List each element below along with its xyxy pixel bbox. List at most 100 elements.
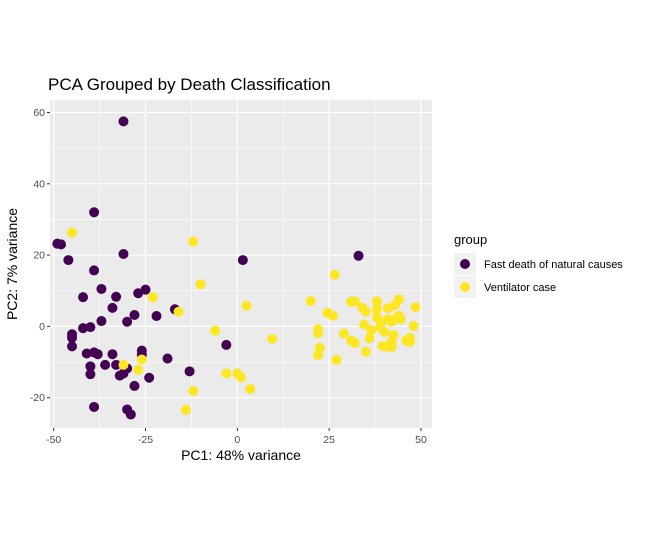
point-ventilator (313, 328, 324, 339)
point-fast-death (114, 370, 125, 381)
point-fast-death (85, 322, 96, 333)
point-fast-death (353, 250, 364, 261)
point-ventilator (173, 306, 184, 317)
point-ventilator (392, 312, 403, 323)
x-tick-label: -25 (138, 434, 153, 446)
point-ventilator (210, 325, 221, 336)
point-fast-death (111, 291, 122, 302)
point-ventilator (67, 227, 78, 238)
point-fast-death (118, 249, 129, 260)
x-axis-title: PC1: 48% variance (181, 447, 301, 463)
point-ventilator (359, 319, 370, 330)
point-ventilator (331, 354, 342, 365)
y-tick-label: 0 (39, 321, 45, 333)
point-fast-death (85, 361, 96, 372)
point-ventilator (313, 349, 324, 360)
point-fast-death (96, 283, 107, 294)
point-ventilator (245, 384, 256, 395)
point-ventilator (188, 236, 199, 247)
point-fast-death (107, 349, 118, 360)
y-tick-label: 40 (33, 178, 45, 190)
point-ventilator (221, 368, 232, 379)
legend-swatch (460, 259, 470, 269)
chart-title: PCA Grouped by Death Classification (48, 75, 331, 94)
point-ventilator (371, 296, 382, 307)
point-ventilator (236, 372, 246, 383)
point-fast-death (89, 207, 100, 218)
legend-items: Fast death of natural causes Ventilator c… (454, 253, 623, 298)
point-fast-death (100, 359, 111, 370)
point-fast-death (144, 372, 155, 383)
point-ventilator (136, 354, 147, 365)
point-fast-death (111, 359, 122, 370)
point-fast-death (184, 366, 195, 377)
point-ventilator (364, 333, 375, 344)
x-tick-label: 25 (323, 434, 335, 446)
point-ventilator (195, 279, 206, 290)
point-ventilator (329, 269, 340, 280)
point-fast-death (151, 311, 162, 322)
point-ventilator (118, 359, 129, 370)
point-fast-death (78, 323, 89, 334)
point-ventilator (305, 296, 316, 307)
point-fast-death (107, 302, 118, 313)
y-tick-label: -20 (30, 392, 45, 404)
legend-title: group (454, 232, 487, 247)
point-ventilator (327, 310, 338, 321)
point-fast-death (122, 316, 133, 327)
point-ventilator (381, 341, 392, 352)
point-fast-death (129, 380, 140, 391)
point-fast-death (56, 239, 67, 250)
y-tick-label: 20 (33, 250, 45, 262)
point-fast-death (125, 409, 136, 420)
point-fast-death (129, 309, 140, 320)
point-ventilator (133, 364, 144, 375)
point-ventilator (408, 321, 419, 332)
legend-label: Fast death of natural causes (484, 259, 623, 271)
minor-gridlines (50, 100, 432, 428)
x-tick-label: 0 (234, 434, 240, 446)
point-ventilator (393, 294, 404, 305)
y-axis-title: PC2: 7% variance (4, 208, 20, 320)
point-ventilator (360, 346, 371, 357)
point-fast-death (78, 292, 89, 303)
point-ventilator (188, 385, 199, 396)
y-tick-label: 60 (33, 107, 45, 119)
point-ventilator (349, 338, 360, 349)
x-tick-label: 50 (415, 434, 427, 446)
point-fast-death (140, 284, 151, 295)
point-fast-death (96, 316, 107, 327)
point-ventilator (371, 304, 382, 315)
point-fast-death (237, 255, 248, 266)
legend-swatch (460, 282, 470, 292)
data-points (52, 116, 421, 420)
x-tick-label: -50 (46, 434, 61, 446)
point-fast-death (221, 339, 232, 350)
point-ventilator (338, 328, 349, 339)
legend-label: Ventilator case (484, 282, 556, 294)
point-ventilator (410, 302, 421, 313)
point-fast-death (89, 401, 100, 412)
point-ventilator (180, 404, 191, 415)
point-ventilator (241, 300, 252, 311)
y-axis: -20 0 20 40 60 (30, 107, 50, 404)
point-fast-death (89, 265, 100, 276)
point-fast-death (67, 332, 78, 343)
point-ventilator (147, 292, 158, 303)
point-fast-death (118, 116, 129, 127)
legend: group Fast death of natural causes Ventil… (454, 232, 623, 298)
x-axis: -50 -25 0 25 50 (46, 428, 427, 446)
point-fast-death (92, 349, 103, 360)
point-fast-death (162, 353, 173, 364)
point-ventilator (366, 324, 377, 335)
point-fast-death (85, 369, 96, 380)
point-ventilator (267, 333, 278, 344)
point-ventilator (360, 306, 371, 317)
point-ventilator (379, 326, 390, 337)
point-ventilator (349, 296, 360, 307)
point-fast-death (67, 341, 78, 352)
point-fast-death (63, 255, 74, 266)
point-ventilator (404, 332, 415, 343)
point-fast-death (81, 348, 92, 359)
